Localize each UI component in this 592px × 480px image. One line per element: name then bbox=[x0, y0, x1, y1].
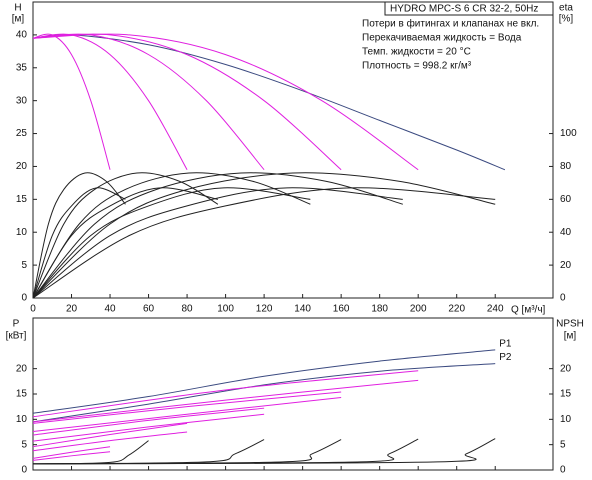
curve bbox=[32, 379, 419, 423]
annotation: Потери в фитингах и клапанах не вкл. bbox=[362, 18, 539, 30]
y2-tick-label: 40 bbox=[560, 227, 572, 238]
y-tick-label: 25 bbox=[16, 128, 28, 139]
curve bbox=[32, 413, 265, 442]
y-tick-label: 10 bbox=[16, 414, 28, 425]
series-label: P1 bbox=[499, 339, 512, 350]
curve bbox=[32, 370, 419, 418]
plot-frame bbox=[32, 317, 554, 471]
y-tick-label: 20 bbox=[16, 363, 28, 374]
y2-tick-label: 60 bbox=[560, 194, 572, 205]
x-tick-label: 80 bbox=[182, 304, 194, 315]
x-tick-label: 200 bbox=[410, 304, 427, 315]
curve bbox=[32, 33, 342, 171]
y2-tick-label: 80 bbox=[560, 161, 572, 172]
x-tick-label: 120 bbox=[256, 304, 273, 315]
y2-axis-title: [м] bbox=[564, 331, 577, 342]
curve bbox=[32, 363, 496, 423]
plot-frame bbox=[32, 1, 554, 299]
y2-tick-label: 5 bbox=[560, 439, 566, 450]
x-tick-label: 140 bbox=[294, 304, 311, 315]
y2-tick-label: 15 bbox=[560, 389, 572, 400]
curve bbox=[32, 172, 403, 299]
y2-tick-label: 20 bbox=[560, 363, 572, 374]
y-tick-label: 0 bbox=[21, 465, 27, 476]
y-tick-label: 15 bbox=[16, 389, 28, 400]
curve bbox=[32, 397, 342, 432]
y2-axis-title: NPSH bbox=[556, 319, 584, 330]
curve bbox=[32, 172, 126, 299]
y-tick-label: 10 bbox=[16, 227, 28, 238]
curve bbox=[32, 438, 496, 465]
y2-axis-title: eta bbox=[559, 3, 573, 14]
y-axis-title: P bbox=[13, 319, 20, 330]
y2-tick-label: 10 bbox=[560, 414, 572, 425]
y-tick-label: 5 bbox=[21, 439, 27, 450]
x-axis-title: Q [м³/ч] bbox=[511, 305, 546, 316]
y2-tick-label: 0 bbox=[560, 465, 566, 476]
y-axis-title: [кВт] bbox=[6, 331, 27, 342]
curve bbox=[32, 172, 496, 299]
curve bbox=[32, 407, 265, 436]
y-tick-label: 35 bbox=[16, 62, 28, 73]
y-tick-label: 30 bbox=[16, 95, 28, 106]
x-tick-label: 60 bbox=[143, 304, 155, 315]
curve bbox=[32, 446, 111, 459]
y2-tick-label: 20 bbox=[560, 260, 572, 271]
annotation: Плотность = 998.2 кг/м³ bbox=[362, 61, 472, 72]
y2-axis-title: [%] bbox=[559, 14, 574, 25]
y2-tick-label: 0 bbox=[560, 293, 566, 304]
x-tick-label: 240 bbox=[487, 304, 504, 315]
curve bbox=[32, 34, 506, 171]
curve bbox=[32, 33, 265, 171]
curve bbox=[32, 172, 311, 299]
curve bbox=[32, 439, 265, 465]
curve bbox=[32, 33, 419, 171]
curve bbox=[32, 431, 188, 452]
curve bbox=[32, 33, 111, 170]
curve bbox=[32, 187, 126, 299]
annotation: Перекачиваемая жидкость = Вода bbox=[362, 33, 522, 44]
annotation: Темп. жидкости = 20 °C bbox=[362, 47, 471, 58]
y-axis-title: [м] bbox=[12, 14, 25, 25]
x-tick-label: 220 bbox=[448, 304, 465, 315]
curve bbox=[32, 187, 218, 299]
curve bbox=[32, 422, 188, 448]
y2-tick-label: 100 bbox=[560, 128, 577, 139]
y-tick-label: 20 bbox=[16, 161, 28, 172]
x-tick-label: 180 bbox=[371, 304, 388, 315]
y-tick-label: 40 bbox=[16, 30, 28, 41]
y-tick-label: 15 bbox=[16, 194, 28, 205]
chart-title: HYDRO MPC-S 6 CR 32-2, 50Hz bbox=[390, 4, 538, 15]
y-tick-label: 5 bbox=[21, 260, 27, 271]
x-tick-label: 0 bbox=[30, 304, 36, 315]
curve bbox=[32, 391, 342, 424]
curve bbox=[32, 187, 311, 299]
curve bbox=[32, 451, 111, 461]
curve bbox=[32, 33, 188, 170]
curve bbox=[32, 439, 342, 465]
curve bbox=[32, 172, 219, 299]
x-tick-label: 40 bbox=[104, 304, 116, 315]
x-tick-label: 160 bbox=[333, 304, 350, 315]
series-label: P2 bbox=[499, 352, 512, 363]
curve bbox=[32, 187, 403, 299]
y-tick-label: 0 bbox=[21, 293, 27, 304]
curve bbox=[32, 187, 496, 299]
title-box bbox=[384, 1, 554, 16]
curve bbox=[32, 349, 496, 414]
x-tick-label: 100 bbox=[217, 304, 234, 315]
y-axis-title: H bbox=[14, 3, 21, 14]
x-tick-label: 20 bbox=[66, 304, 78, 315]
